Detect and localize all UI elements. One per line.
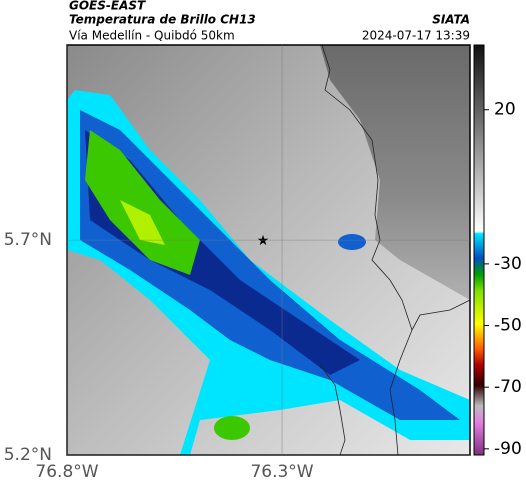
y-tick-label: 5.2°N [4, 445, 52, 465]
agency: SIATA [432, 13, 470, 27]
colorbar-tick-label: -50 [494, 316, 522, 336]
colorbar-tick-label: -30 [494, 254, 522, 274]
satellite-image [67, 45, 470, 455]
product-title: Temperatura de Brillo CH13 [69, 13, 256, 27]
x-tick-label: 76.8°W [35, 462, 98, 482]
subtitle: Vía Medellín - Quibdó 50km [69, 29, 235, 43]
datetime: 2024-07-17 13:39 [362, 29, 470, 43]
city-marker: ★ [257, 233, 270, 249]
colorbar-tick-label: -90 [494, 439, 522, 459]
colorbar-tick-label: 20 [494, 100, 516, 120]
source-title: GOES-EAST [69, 0, 146, 13]
colorbar [473, 44, 485, 456]
x-tick-label: 76.3°W [250, 462, 313, 482]
y-tick-label: 5.7°N [4, 230, 52, 250]
colorbar-tick-label: -70 [494, 377, 522, 397]
